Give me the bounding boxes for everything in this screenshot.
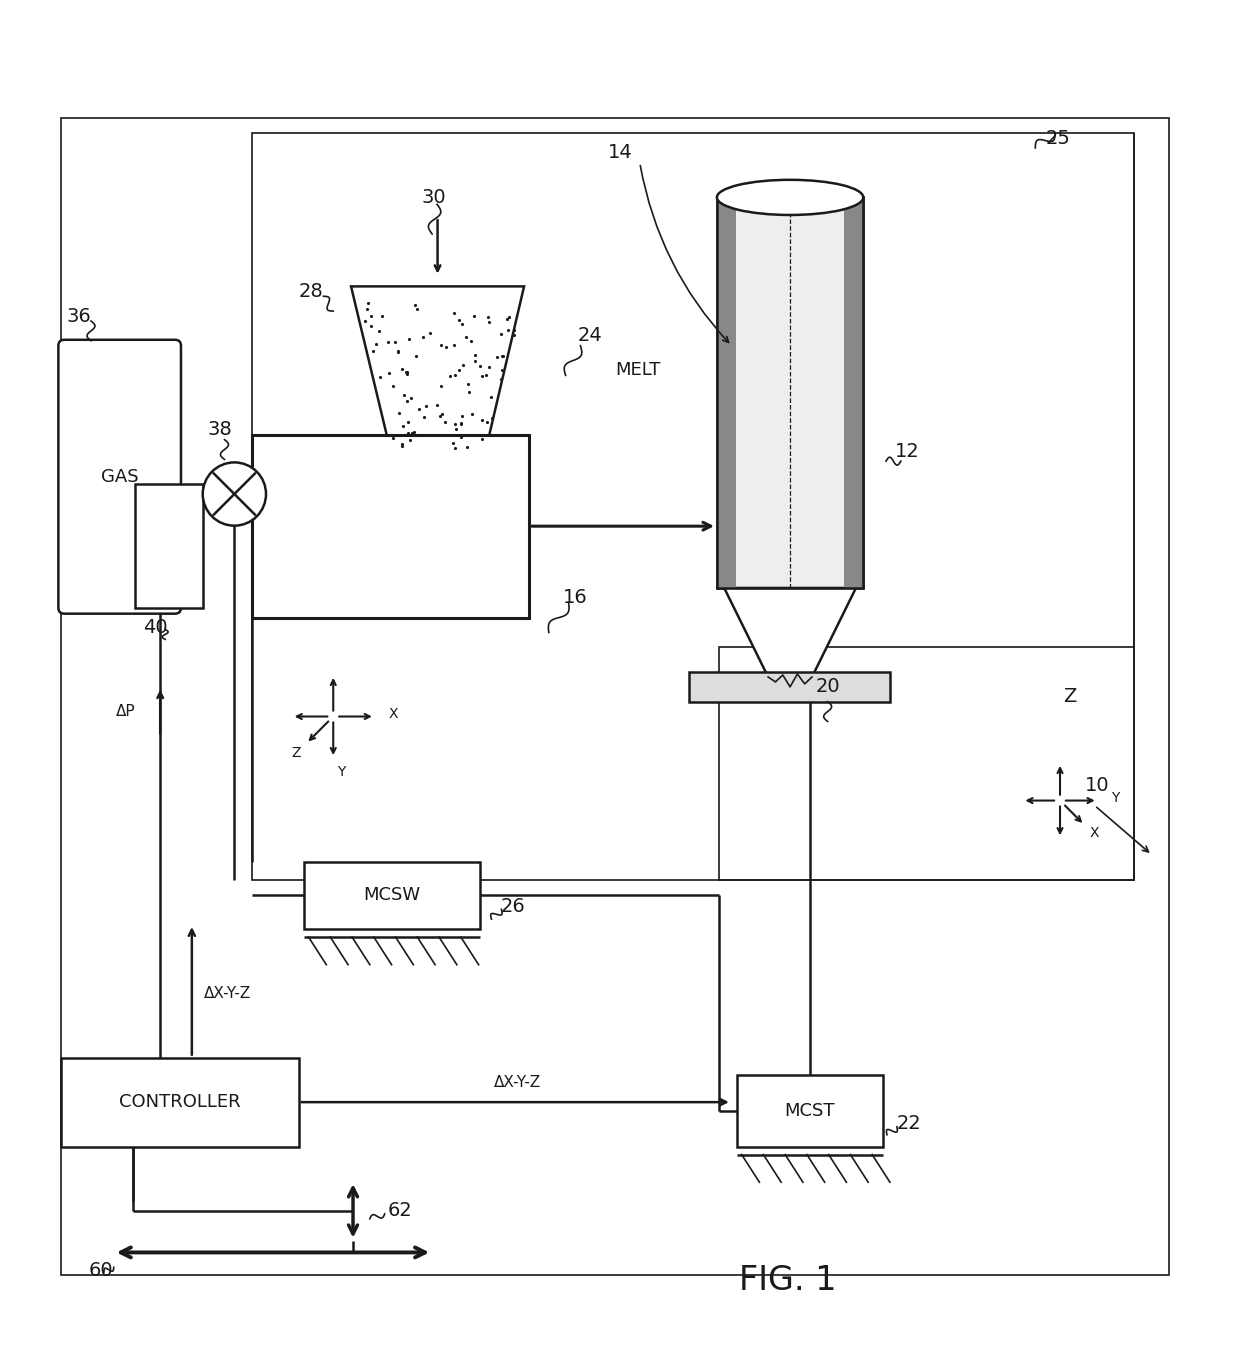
Text: 20: 20 [816, 678, 839, 696]
Text: 26: 26 [501, 897, 526, 916]
Bar [61, 1057, 299, 1146]
Bar [61, 119, 1169, 1276]
Bar [717, 198, 735, 589]
Text: 25: 25 [1045, 128, 1070, 148]
Text: 10: 10 [1085, 776, 1110, 795]
Text: 22: 22 [897, 1114, 921, 1133]
Text: 60: 60 [88, 1261, 113, 1280]
Text: MCST: MCST [785, 1102, 835, 1121]
Text: 38: 38 [207, 420, 232, 439]
Text: 36: 36 [67, 307, 92, 326]
Text: 16: 16 [563, 589, 588, 607]
Text: 12: 12 [895, 442, 920, 461]
Text: MELT: MELT [615, 361, 661, 380]
Text: Z: Z [291, 746, 301, 761]
Bar [252, 435, 529, 618]
Text: MCSW: MCSW [363, 886, 420, 904]
Text: Y: Y [337, 765, 346, 779]
Ellipse shape [717, 179, 863, 216]
Bar [304, 862, 480, 929]
Text: 30: 30 [422, 187, 446, 207]
Bar [737, 1075, 883, 1146]
Text: Y: Y [1111, 791, 1120, 804]
Text: GAS: GAS [100, 467, 139, 486]
Text: ΔP: ΔP [115, 704, 135, 719]
Text: 62: 62 [388, 1202, 413, 1220]
Text: 40: 40 [143, 618, 167, 637]
Text: X: X [1090, 826, 1099, 841]
Text: X: X [388, 707, 398, 721]
Text: FIG. 1: FIG. 1 [739, 1263, 837, 1297]
Bar [717, 198, 863, 589]
Circle shape [202, 462, 267, 525]
Text: ΔX-Y-Z: ΔX-Y-Z [203, 986, 250, 1001]
Text: Z: Z [1063, 687, 1076, 706]
Text: 14: 14 [608, 143, 632, 163]
Text: 24: 24 [578, 326, 603, 345]
Bar [719, 648, 1135, 880]
Text: 28: 28 [299, 282, 324, 300]
Text: CONTROLLER: CONTROLLER [119, 1094, 241, 1111]
Bar [689, 672, 890, 702]
Bar [252, 133, 1135, 880]
Text: ΔX-Y-Z: ΔX-Y-Z [494, 1075, 542, 1090]
FancyBboxPatch shape [58, 339, 181, 614]
Bar [135, 484, 202, 607]
Polygon shape [724, 589, 856, 678]
Bar [717, 198, 863, 589]
Polygon shape [351, 287, 525, 459]
Bar [844, 198, 863, 589]
